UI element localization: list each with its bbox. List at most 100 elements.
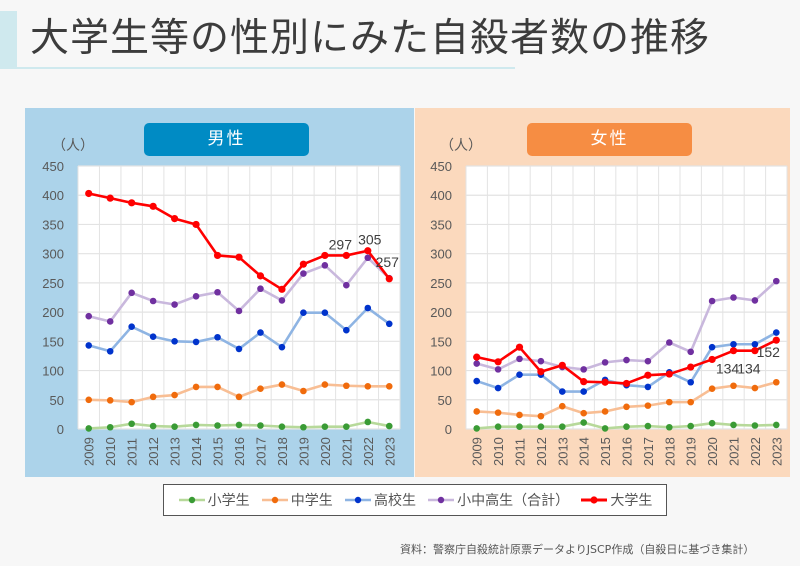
x-tick-label: 2014 [189,437,204,466]
y-tick-label: 400 [430,188,452,203]
male-badge: 男性 [144,123,309,156]
x-tick-label: 2009 [470,437,485,466]
data-point [385,275,393,283]
data-point [494,423,502,430]
y-tick-label: 300 [430,247,452,262]
x-tick-label: 2022 [361,437,376,466]
legend-marker-icon [261,496,288,504]
data-point [321,309,329,316]
data-point [580,388,587,395]
female-badge: 女性 [527,123,692,156]
plot-area [78,166,400,429]
data-point [171,338,178,345]
y-tick-label: 100 [42,364,64,379]
legend-marker-icon [581,496,608,504]
data-label: 134 [737,361,761,377]
x-tick-label: 2018 [275,437,290,466]
data-point [321,423,329,430]
female-chart: 0 50 100 150 200 250 300 350 400 450 （人） 2009 2010 20… [430,138,788,466]
data-point [235,253,243,261]
series-4 [473,336,780,388]
data-label: 305 [358,232,382,248]
data-point [128,420,135,428]
data-point [192,220,200,229]
data-point [364,383,372,390]
data-point [773,378,780,386]
y-tick-label: 300 [42,247,64,262]
data-point [666,398,673,406]
data-point [214,333,221,341]
data-point [687,398,694,406]
data-point [708,297,716,305]
data-point [278,381,286,388]
data-point [257,329,264,336]
data-point [751,422,759,429]
data-point [623,356,630,364]
data-point [149,422,157,430]
data-point [601,378,609,386]
data-point [128,199,136,207]
data-point [364,254,372,262]
data-point [278,297,286,304]
data-point [149,393,157,401]
data-point [257,385,264,392]
data-point [537,368,545,376]
y-tick-label: 150 [430,334,452,349]
data-point [580,419,587,426]
data-point [235,421,243,429]
x-tick-label: 2010 [491,437,506,466]
x-tick-label: 2023 [382,437,397,466]
data-point [278,343,286,351]
data-point [601,425,609,432]
data-point [343,382,350,390]
data-point [751,297,759,304]
y-axis-unit-label: （人） [440,138,482,154]
data-point [85,312,93,320]
series-3 [473,277,780,373]
data-point [708,419,716,427]
data-point [730,421,737,429]
data-point [687,422,694,430]
data-point [321,381,329,388]
data-point [773,329,780,336]
data-label: 297 [329,236,353,252]
data-point [300,270,307,277]
x-tick-label: 2012 [146,437,161,466]
x-tick-label: 2016 [232,437,247,466]
data-point [623,403,630,411]
x-tick-label: 2021 [339,437,354,466]
data-point [299,260,307,268]
x-tick-label: 2019 [296,437,311,466]
data-point [106,318,114,325]
y-tick-label: 250 [42,276,64,291]
legend-marker-icon [178,496,205,504]
legend-item-elementary: 小学生 [178,490,250,510]
data-point [623,423,630,430]
data-point [622,379,631,388]
data-point [473,425,481,432]
series-1 [473,378,780,420]
data-point [473,408,481,415]
data-point [601,408,609,415]
x-tick-label: 2018 [662,437,677,466]
data-point [300,387,307,395]
legend-label: 高校生 [373,493,416,509]
data-point [516,355,523,363]
data-point [278,285,286,293]
data-point [494,358,502,366]
data-point [171,301,178,308]
data-point [385,320,393,328]
data-point [300,309,307,316]
data-point [580,409,587,417]
data-label: 134 [716,361,740,377]
data-point [708,355,716,364]
data-point [494,384,502,392]
y-tick-label: 100 [430,364,452,379]
data-point [665,370,673,378]
y-tick-label: 200 [430,305,452,320]
data-point [729,347,738,355]
x-tick-label: 2013 [168,437,183,466]
data-point [106,423,114,431]
data-point [473,353,481,361]
data-point [730,382,737,390]
